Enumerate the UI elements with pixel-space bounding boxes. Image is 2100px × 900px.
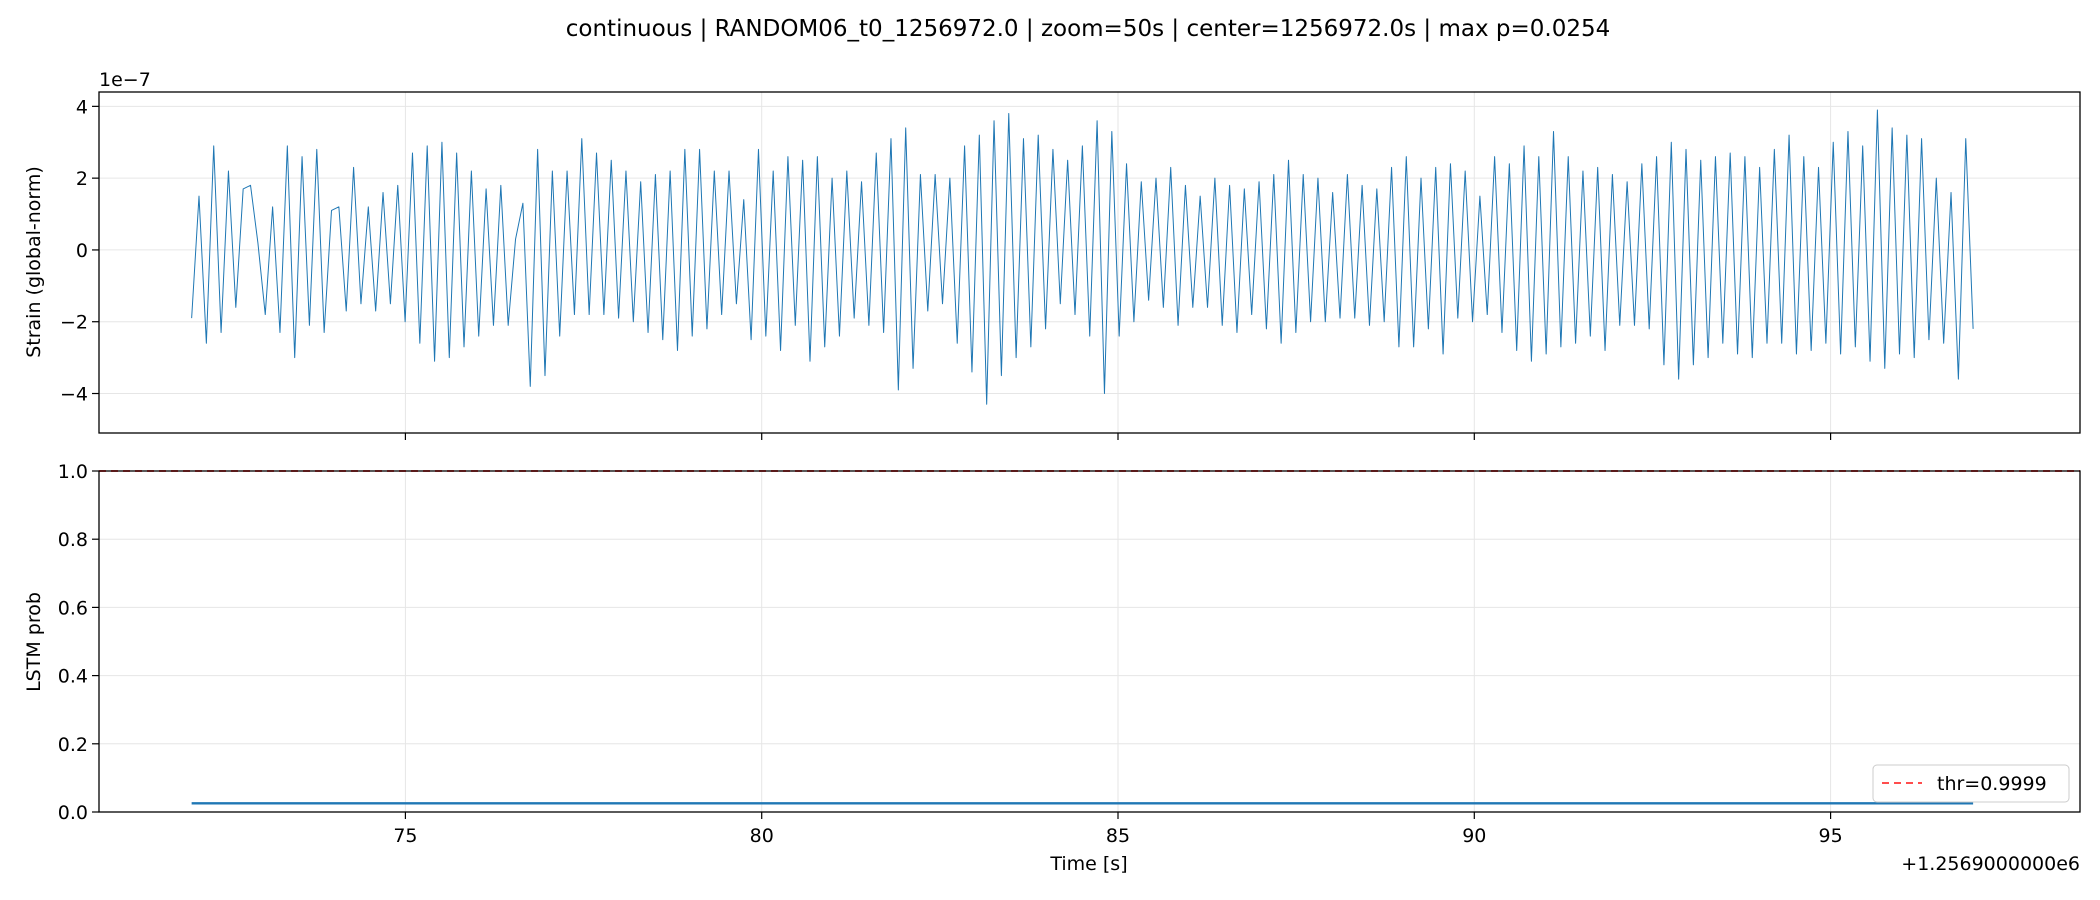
- y-tick-label: 4: [76, 96, 88, 118]
- legend-threshold-label: thr=0.9999: [1937, 773, 2047, 795]
- y-tick-label: 0.2: [58, 734, 88, 756]
- y-tick-label: 1.0: [58, 461, 88, 483]
- y-tick-label: −2: [60, 312, 88, 334]
- y-tick-label: 0.6: [58, 597, 88, 619]
- strain-series: [191, 109, 1974, 405]
- x-tick-label: 90: [1462, 825, 1486, 847]
- probability-y-ticks: 0.0 0.2 0.4 0.6 0.8 1.0: [58, 461, 99, 824]
- strain-y-scale-label: 1e−7: [99, 69, 151, 91]
- strain-x-ticks: [404, 433, 1832, 440]
- probability-axes-frame: [98, 470, 2081, 813]
- x-offset-label: +1.2569000000e6: [1901, 853, 2080, 875]
- x-tick-label: 95: [1818, 825, 1842, 847]
- strain-y-axis-label: Strain (global-norm): [23, 166, 45, 358]
- x-tick-label: 85: [1106, 825, 1130, 847]
- x-tick-label: 75: [393, 825, 417, 847]
- chart-title: continuous | RANDOM06_t0_1256972.0 | zoo…: [566, 16, 1610, 42]
- y-tick-label: 2: [76, 168, 88, 190]
- strain-line: [191, 109, 1974, 405]
- legend-box: [1872, 764, 2070, 803]
- y-tick-label: 0: [76, 240, 88, 262]
- legend: thr=0.9999: [1872, 764, 2070, 803]
- probability-y-axis-label: LSTM prob: [23, 592, 45, 692]
- probability-panel: 0.00.20.40.60.81.0 75 80 85 90 95 LSTM prob …: [23, 461, 2081, 875]
- x-tick-label: 80: [750, 825, 774, 847]
- y-tick-label: −4: [60, 384, 88, 406]
- strain-y-ticks: −4 −2 0 2 4: [60, 96, 99, 406]
- strain-axes-frame: [98, 91, 2081, 434]
- y-tick-label: 0.4: [58, 666, 88, 688]
- strain-panel: −4 −2 0 2 4 1e−7 Strain (global-norm): [23, 69, 2081, 440]
- y-tick-label: 0.8: [58, 529, 88, 551]
- y-tick-label: 0.0: [58, 802, 88, 824]
- probability-x-ticks: 75 80 85 90 95: [393, 812, 1843, 847]
- x-axis-label: Time [s]: [1049, 853, 1127, 875]
